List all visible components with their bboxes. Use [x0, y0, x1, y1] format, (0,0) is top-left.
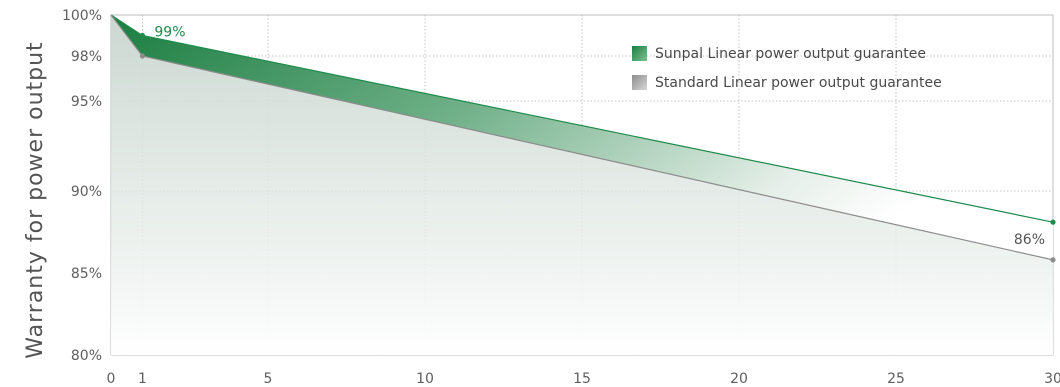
x-tick-label: 25 — [887, 371, 905, 387]
guarantee-gap-band — [111, 15, 1053, 260]
annotation-sunpal-year1: 99% — [154, 25, 185, 41]
legend: Sunpal Linear power output guarantee Sta… — [632, 46, 942, 91]
y-axis-label: Warranty for power output — [23, 41, 48, 358]
legend-label-sunpal: Sunpal Linear power output guarantee — [655, 46, 926, 62]
x-tick-label: 5 — [264, 371, 273, 387]
y-tick-label: 100% — [62, 8, 102, 24]
data-points — [139, 32, 1056, 263]
standard-area-fill — [111, 15, 1053, 355]
x-tick-label: 0 — [107, 371, 116, 387]
x-tick-label: 1 — [138, 371, 147, 387]
annotation-standard-year30: 86% — [1014, 232, 1045, 248]
data-point-standard — [1050, 257, 1056, 263]
data-point-sunpal — [139, 32, 145, 39]
legend-swatch-sunpal — [632, 46, 647, 61]
y-tick-label: 80% — [71, 348, 102, 364]
legend-swatch-standard — [632, 75, 647, 90]
y-tick-label: 95% — [71, 94, 102, 110]
x-tick-label: 15 — [573, 371, 591, 387]
data-point-standard — [139, 53, 145, 59]
y-tick-label: 98% — [71, 49, 102, 65]
y-tick-label: 85% — [71, 266, 102, 282]
x-tick-label: 20 — [730, 371, 748, 387]
legend-label-standard: Standard Linear power output guarantee — [655, 75, 942, 91]
x-tick-label: 30 — [1044, 371, 1060, 387]
y-tick-label: 90% — [71, 184, 102, 200]
data-point-sunpal — [1050, 219, 1056, 225]
x-tick-label: 10 — [416, 371, 434, 387]
